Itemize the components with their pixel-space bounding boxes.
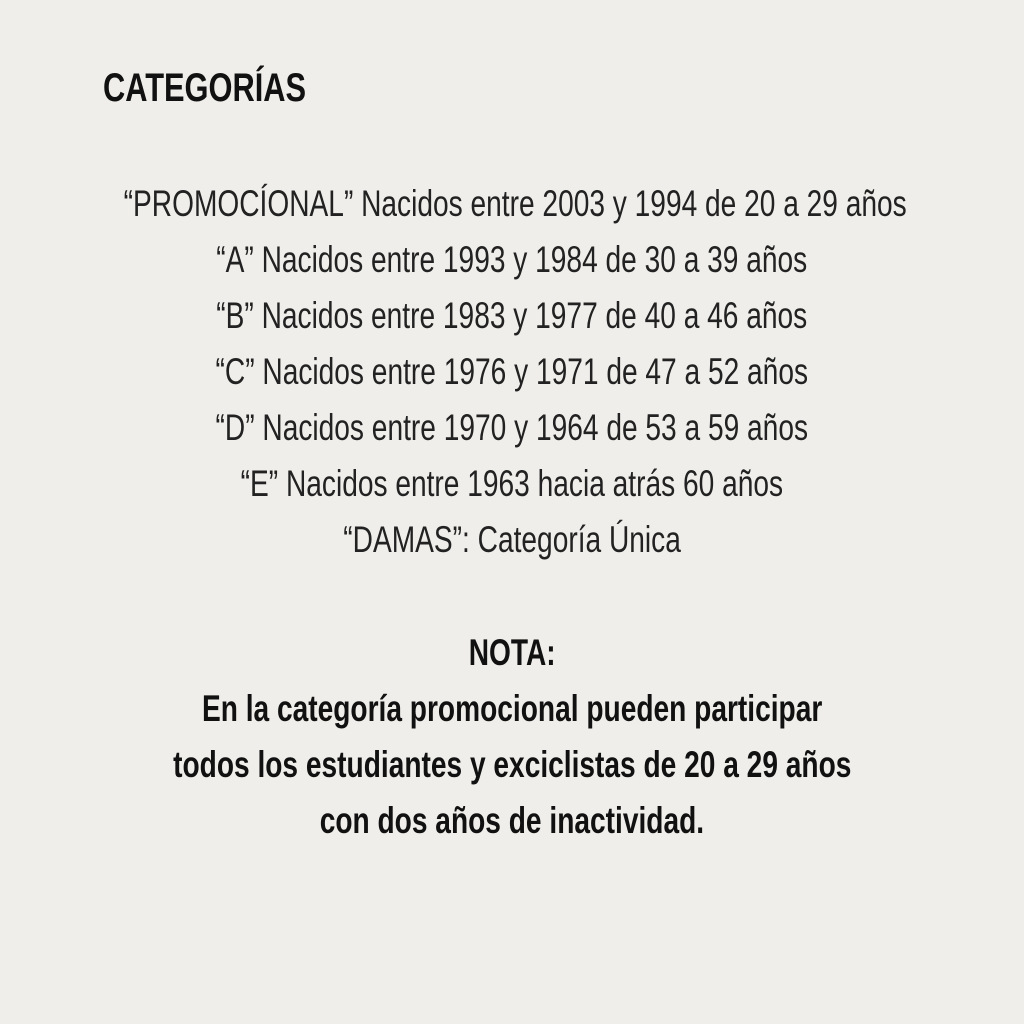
note-line: En la categoría promocional pueden parti… <box>201 688 823 729</box>
category-line: “DAMAS”: Categoría Única <box>343 519 681 560</box>
category-line: “D” Nacidos entre 1970 y 1964 de 53 a 59… <box>215 407 809 448</box>
note-line: todos los estudiantes y exciclistas de 2… <box>172 744 852 785</box>
category-line: “B” Nacidos entre 1983 y 1977 de 40 a 46… <box>216 295 808 336</box>
category-line: “E” Nacidos entre 1963 hacia atrás 60 añ… <box>240 463 784 504</box>
category-line: “PROMOCÍONAL” Nacidos entre 2003 y 1994 … <box>123 183 907 224</box>
note-heading: NOTA: <box>468 632 556 673</box>
page-title: CATEGORÍAS <box>103 66 307 110</box>
note-line: con dos años de inactividad. <box>319 800 705 841</box>
category-line: “A” Nacidos entre 1993 y 1984 de 30 a 39… <box>216 239 808 280</box>
category-line: “C” Nacidos entre 1976 y 1971 de 47 a 52… <box>215 351 809 392</box>
